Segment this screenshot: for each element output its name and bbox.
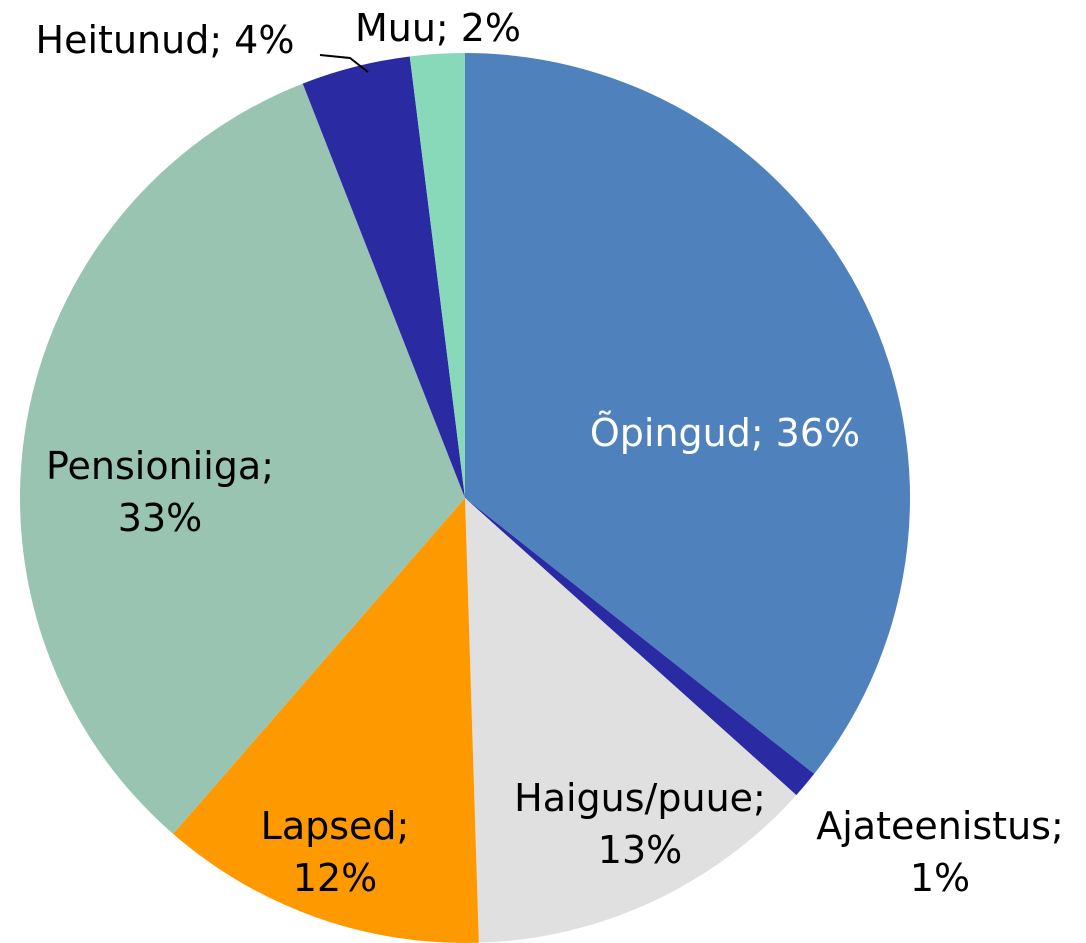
data-label: Pensioniiga; 33% <box>46 444 274 540</box>
label-value: 12% <box>293 856 377 900</box>
label-category: Lapsed; <box>261 804 410 848</box>
data-label: Heitunud; 4% <box>36 18 295 62</box>
pie-slice <box>409 53 465 498</box>
data-label: Muu; 2% <box>355 6 521 50</box>
label-category: Heitunud; <box>36 18 223 62</box>
label-category: Haigus/puue; <box>514 776 766 820</box>
label-category: Pensioniiga; <box>46 444 274 488</box>
data-label: Haigus/puue; 13% <box>514 776 766 872</box>
label-value: 2% <box>461 6 521 50</box>
label-value: 4% <box>234 18 294 62</box>
pie-slice <box>465 498 815 796</box>
pie-slice <box>173 498 479 943</box>
label-category: Ajateenistus; <box>816 804 1064 848</box>
data-label: Lapsed; 12% <box>261 804 410 900</box>
leader-line <box>319 54 369 73</box>
data-label: Õpingud; 36% <box>590 411 860 455</box>
label-category: Muu; <box>355 6 449 50</box>
label-value: 33% <box>118 496 202 540</box>
label-category: Õpingud; <box>590 411 764 455</box>
label-value: 36% <box>776 411 860 455</box>
pie-slice <box>465 53 910 774</box>
pie-slice <box>465 498 797 943</box>
pie-slice <box>20 83 466 834</box>
pie-slice <box>302 56 465 498</box>
label-value: 1% <box>910 856 970 900</box>
label-value: 13% <box>598 828 682 872</box>
data-label: Ajateenistus; 1% <box>816 804 1064 900</box>
